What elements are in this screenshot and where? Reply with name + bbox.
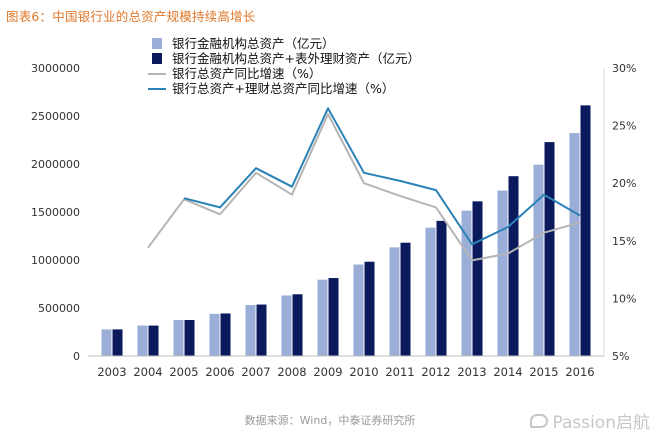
line-series (147, 107, 581, 262)
right-tick-label: 20% (612, 177, 636, 190)
bar-assets (173, 320, 184, 356)
right-tick-label: 25% (612, 120, 636, 133)
right-y-axis: 5% 10% 15% 20% 25% 30% (603, 62, 636, 363)
legend-swatch (152, 53, 162, 64)
x-tick-label: 2012 (421, 365, 450, 379)
bar-assets (209, 313, 220, 356)
left-tick-label: 2500000 (31, 110, 80, 123)
x-axis: 2003 2004 2005 2006 2007 2008 2009 2010 2011 2012… (88, 355, 604, 379)
x-tick-label: 2014 (493, 365, 522, 379)
bar-assets-wm (436, 220, 447, 356)
data-source-note: 数据来源：Wind，中泰证券研究所 (244, 414, 416, 427)
bar-assets-wm (184, 320, 195, 356)
bar-assets-wm (292, 294, 303, 356)
x-tick-label: 2015 (529, 365, 558, 379)
legend-swatch (152, 38, 162, 49)
bar-assets (497, 190, 508, 356)
x-tick-label: 2013 (457, 365, 486, 379)
bar-assets-wm (112, 329, 123, 356)
x-tick-label: 2011 (385, 365, 414, 379)
right-tick-label: 10% (612, 292, 636, 305)
bar-assets-wm (220, 313, 231, 356)
bar-assets (461, 210, 472, 356)
bar-assets (245, 305, 256, 356)
chart-container: 银行金融机构总资产（亿元） 银行金融机构总资产+表外理财资产（亿元） 银行总资产同比… (0, 30, 660, 408)
left-tick-label: 500000 (38, 302, 80, 315)
bar-assets (569, 133, 580, 356)
bar-assets-wm (328, 278, 339, 356)
legend-label: 银行金融机构总资产+表外理财资产（亿元） (172, 51, 420, 66)
x-tick-label: 2003 (97, 365, 126, 379)
bar-assets-wm (400, 242, 411, 356)
left-y-axis: 0 500000 1000000 1500000 2000000 2500000 30000… (31, 62, 80, 363)
bar-assets-wm (544, 142, 555, 356)
bank-assets-chart: 银行金融机构总资产（亿元）银行金融机构总资产+表外理财资产（亿元）银行总资产同比… (0, 30, 660, 408)
x-tick-label: 2007 (241, 365, 270, 379)
legend-label: 银行金融机构总资产（亿元） (172, 36, 335, 51)
x-tick-label: 2006 (205, 365, 234, 379)
bar-assets-wm (508, 176, 519, 356)
bar-assets (425, 227, 436, 356)
watermark-text: Passion启航 (552, 413, 650, 433)
bar-assets (137, 325, 148, 356)
right-tick-label: 30% (612, 62, 636, 75)
left-tick-label: 1000000 (31, 254, 80, 267)
x-tick-label: 2009 (313, 365, 342, 379)
bar-assets (389, 247, 400, 356)
bar-series (101, 105, 591, 357)
x-tick-label: 2005 (169, 365, 198, 379)
legend-label: 银行总资产+理财总资产同比增速（%） (172, 81, 394, 96)
bar-assets (533, 164, 544, 356)
x-tick-label: 2004 (133, 365, 162, 379)
watermark: Passion启航 (530, 408, 650, 433)
bar-assets-wm (148, 325, 159, 356)
bar-assets (101, 329, 112, 356)
left-tick-label: 1500000 (31, 206, 80, 219)
line-assets-growth (147, 113, 581, 262)
bar-assets (317, 279, 328, 356)
left-tick-label: 0 (73, 350, 80, 363)
x-tick-label: 2010 (349, 365, 378, 379)
chat-bubble-icon (530, 413, 549, 428)
legend-label: 银行总资产同比增速（%） (172, 66, 321, 81)
bar-assets-wm (580, 105, 591, 357)
right-tick-label: 15% (612, 235, 636, 248)
bar-assets-wm (256, 304, 267, 356)
bar-assets-wm (364, 261, 375, 356)
x-tick-label: 2016 (565, 365, 594, 379)
bar-assets-wm (472, 201, 483, 356)
line-assets-wm-growth (183, 107, 581, 246)
bar-assets (281, 295, 292, 356)
bar-assets (353, 264, 364, 356)
right-tick-label: 5% (612, 350, 629, 363)
x-tick-label: 2008 (277, 365, 306, 379)
left-tick-label: 3000000 (31, 62, 80, 75)
chart-title: 图表6：中国银行业的总资产规模持续高增长 (6, 9, 256, 24)
left-tick-label: 2000000 (31, 158, 80, 171)
chart-legend: 银行金融机构总资产（亿元）银行金融机构总资产+表外理财资产（亿元）银行总资产同比… (148, 36, 420, 96)
